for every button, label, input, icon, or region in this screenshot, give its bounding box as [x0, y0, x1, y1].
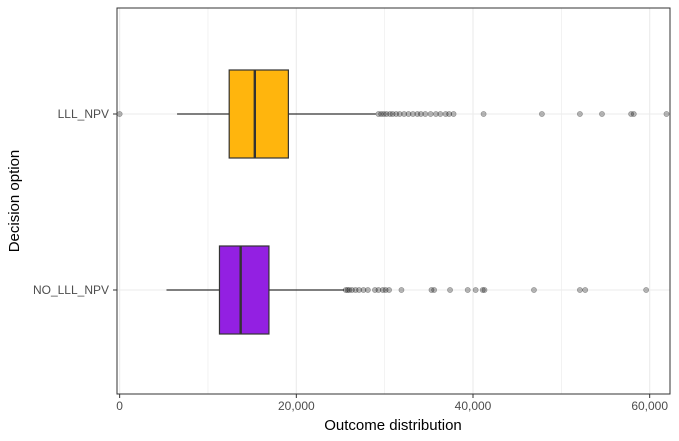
outlier-point [116, 111, 123, 117]
outlier-point [364, 287, 371, 293]
outlier-point [414, 111, 421, 117]
outlier-point [437, 111, 444, 117]
outlier-point [410, 111, 416, 117]
outlier-point [576, 287, 583, 293]
outlier-point [382, 287, 389, 293]
outlier-point [539, 111, 545, 117]
outlier-point [442, 111, 449, 117]
outlier-point [663, 111, 670, 117]
outlier-point [342, 287, 349, 293]
outlier-point [352, 287, 359, 293]
box-no-lll-npv [218, 245, 270, 335]
grid-lines [117, 8, 670, 394]
outlier-point [386, 287, 392, 293]
outlier-point [431, 287, 438, 293]
outlier-point [349, 287, 355, 293]
outlier-point [375, 287, 382, 293]
x-axis-title: Outcome distribution [324, 417, 462, 434]
x-tick-label: 0 [116, 399, 123, 413]
outlier-point [405, 111, 412, 117]
axes: 0 20,000 40,000 60,000 LLL_NPV NO_LLL_NPV [33, 107, 668, 413]
outlier-point [380, 111, 387, 117]
boxes [166, 69, 376, 335]
outlier-point [450, 111, 457, 117]
y-tick-label: NO_LLL_NPV [33, 283, 109, 297]
outlier-point [398, 287, 405, 293]
outlier-point [643, 287, 650, 293]
outlier-point [628, 111, 635, 117]
y-tick-label: LLL_NPV [58, 107, 109, 121]
outlier-point [378, 111, 385, 117]
outlier-point [582, 287, 589, 293]
outlier-point [383, 111, 390, 117]
outlier-point [472, 287, 479, 293]
x-tick-label: 40,000 [455, 399, 492, 413]
y-axis-title: Decision option [6, 150, 23, 253]
outlier-point [393, 111, 400, 117]
outlier-point [396, 111, 403, 117]
outlier-point [576, 111, 583, 117]
outlier-point [346, 287, 353, 293]
outlier-point [433, 111, 439, 117]
outlier-point [387, 111, 393, 117]
outlier-point [375, 111, 382, 117]
outlier-point [447, 287, 453, 293]
x-tick-label: 20,000 [278, 399, 315, 413]
outlier-point [481, 287, 488, 293]
outlier-point [427, 111, 434, 117]
outlier-point [417, 111, 424, 117]
panel-border [116, 7, 671, 395]
outlier-point [356, 287, 362, 293]
outlier-points [116, 111, 670, 293]
x-tick-label: 60,000 [631, 399, 668, 413]
outlier-point [599, 111, 605, 117]
outlier-point [446, 111, 453, 117]
outlier-point [479, 287, 486, 293]
outlier-point [379, 287, 386, 293]
outlier-point [401, 111, 408, 117]
outlier-point [480, 111, 487, 117]
outlier-point [422, 111, 429, 117]
outlier-point [464, 287, 471, 293]
outlier-point [360, 287, 367, 293]
outlier-point [389, 111, 396, 117]
outlier-point [531, 287, 537, 293]
outlier-point [428, 287, 435, 293]
outlier-point [630, 111, 637, 117]
box-lll-npv [228, 69, 289, 159]
outlier-point [344, 287, 351, 293]
outlier-point [372, 287, 378, 293]
